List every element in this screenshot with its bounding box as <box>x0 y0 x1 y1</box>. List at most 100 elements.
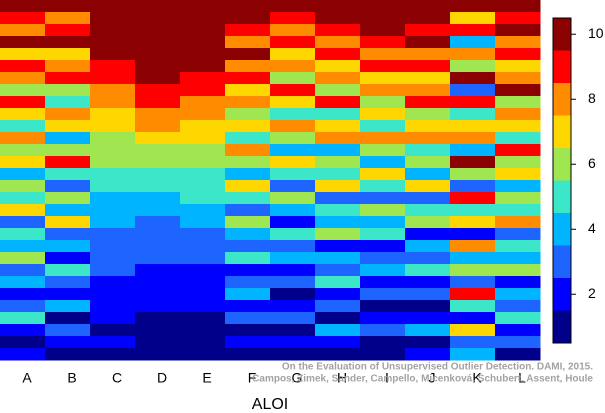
colorbar-swatch <box>553 278 571 311</box>
heat-cell <box>135 168 181 181</box>
heat-cell <box>0 60 46 73</box>
heat-cell <box>315 336 361 349</box>
heat-cell <box>495 120 541 133</box>
heat-cell <box>360 276 406 289</box>
heat-cell <box>405 156 451 169</box>
colorbar-swatch <box>553 180 571 213</box>
heat-cell <box>405 132 451 145</box>
heat-cell <box>270 132 316 145</box>
heat-cell <box>135 0 181 13</box>
heat-cell <box>450 264 496 277</box>
heat-cell <box>225 348 271 361</box>
heat-cell <box>135 312 181 325</box>
heat-cell <box>270 12 316 25</box>
heat-cell <box>270 312 316 325</box>
heat-cell <box>135 240 181 253</box>
heat-cell <box>135 324 181 337</box>
x-tick-label: J <box>429 370 436 386</box>
heat-cell <box>315 108 361 121</box>
heat-cell <box>495 288 541 301</box>
heat-cell <box>405 216 451 229</box>
heat-cell <box>315 312 361 325</box>
heat-cell <box>0 228 46 241</box>
heat-cell <box>495 168 541 181</box>
colorbar-tick-label: 6 <box>588 155 596 171</box>
heat-cell <box>0 252 46 265</box>
colorbar-swatch <box>553 50 571 83</box>
heat-cell <box>405 0 451 13</box>
heat-cell <box>495 156 541 169</box>
heat-cell <box>270 84 316 97</box>
heat-cell <box>135 216 181 229</box>
heat-cell <box>270 192 316 205</box>
heat-cell <box>90 312 136 325</box>
heat-cell <box>225 276 271 289</box>
heat-cell <box>495 48 541 61</box>
heat-cell <box>90 72 136 85</box>
x-tick-label: G <box>292 370 303 386</box>
heat-cell <box>135 264 181 277</box>
heat-cell <box>90 168 136 181</box>
heat-cell <box>405 108 451 121</box>
heat-cell <box>450 96 496 109</box>
heat-cell <box>405 240 451 253</box>
heat-cell <box>270 24 316 37</box>
heat-cell <box>315 168 361 181</box>
heat-cell <box>180 204 226 217</box>
heat-cell <box>450 36 496 49</box>
heat-cell <box>270 72 316 85</box>
heat-cell <box>90 180 136 193</box>
heat-cell <box>180 312 226 325</box>
heat-cell <box>135 48 181 61</box>
heat-cell <box>270 180 316 193</box>
heat-cell <box>0 216 46 229</box>
heat-cell <box>180 96 226 109</box>
heat-cell <box>0 144 46 157</box>
heat-cell <box>0 276 46 289</box>
heat-cell <box>360 108 406 121</box>
colorbar-frame <box>552 17 572 344</box>
heat-cell <box>225 192 271 205</box>
heat-cell <box>495 180 541 193</box>
heat-cell <box>135 288 181 301</box>
heat-cell <box>90 348 136 361</box>
heat-cell <box>450 240 496 253</box>
heat-cell <box>90 240 136 253</box>
heat-cell <box>270 120 316 133</box>
heat-cell <box>135 144 181 157</box>
heat-cell <box>135 36 181 49</box>
heat-cell <box>225 48 271 61</box>
heat-cell <box>450 72 496 85</box>
heat-cell <box>315 12 361 25</box>
heat-cell <box>225 108 271 121</box>
heat-cell <box>405 36 451 49</box>
heat-cell <box>45 0 91 13</box>
heat-cell <box>90 12 136 25</box>
heat-cell <box>180 48 226 61</box>
heat-cell <box>405 204 451 217</box>
heat-cell <box>0 240 46 253</box>
heat-cell <box>405 84 451 97</box>
heat-cell <box>315 180 361 193</box>
heat-cell <box>90 0 136 13</box>
heat-cell <box>225 312 271 325</box>
heat-cell <box>0 24 46 37</box>
heat-cell <box>225 120 271 133</box>
x-tick-label: E <box>202 370 211 386</box>
colorbar-swatch <box>553 245 571 278</box>
heat-cell <box>45 336 91 349</box>
heat-cell <box>225 228 271 241</box>
heat-cell <box>180 12 226 25</box>
heat-cell <box>495 300 541 313</box>
heat-cell <box>180 348 226 361</box>
heat-cell <box>180 0 226 13</box>
heat-cell <box>495 324 541 337</box>
heat-cell <box>225 264 271 277</box>
heat-cell <box>270 96 316 109</box>
heat-cell <box>225 324 271 337</box>
heat-cell <box>450 192 496 205</box>
heat-cell <box>45 240 91 253</box>
heat-cell <box>225 24 271 37</box>
heat-cell <box>270 216 316 229</box>
heat-cell <box>270 228 316 241</box>
